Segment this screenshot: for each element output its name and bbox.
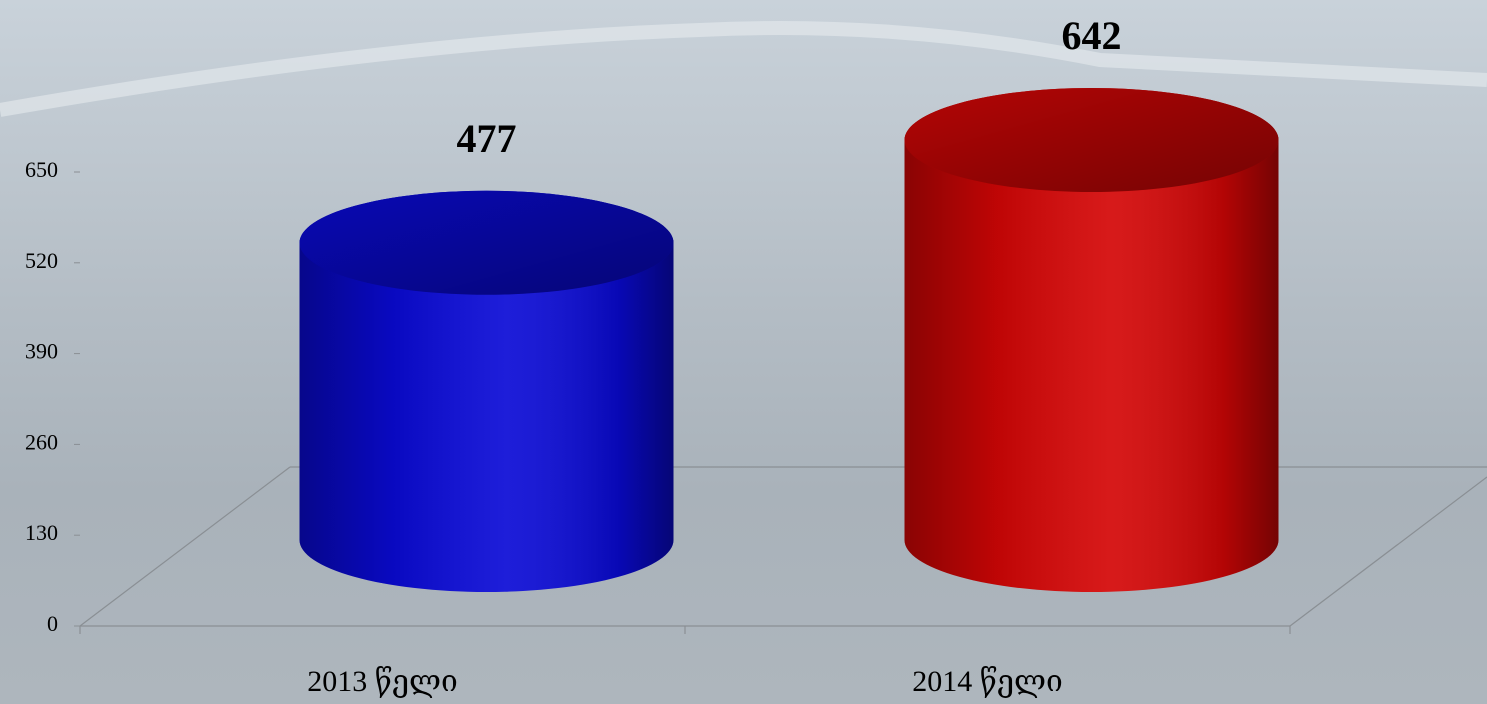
y-tick-label: 650 xyxy=(25,157,58,182)
value-label: 477 xyxy=(457,116,517,161)
bar-shading xyxy=(904,87,1279,593)
y-tick-label: 390 xyxy=(25,339,58,364)
value-label: 642 xyxy=(1062,13,1122,58)
y-tick-label: 130 xyxy=(25,520,58,545)
bar-top-shading xyxy=(299,190,674,295)
y-tick-label: 520 xyxy=(25,248,58,273)
x-tick-label: 2014 წელი xyxy=(912,665,1063,698)
y-tick-label: 0 xyxy=(47,611,58,636)
x-tick-label: 2013 წელი xyxy=(307,665,458,698)
y-tick-label: 260 xyxy=(25,429,58,454)
bar-shading xyxy=(299,190,674,592)
bar-top-shading xyxy=(904,87,1279,192)
background-structure xyxy=(0,21,1487,117)
